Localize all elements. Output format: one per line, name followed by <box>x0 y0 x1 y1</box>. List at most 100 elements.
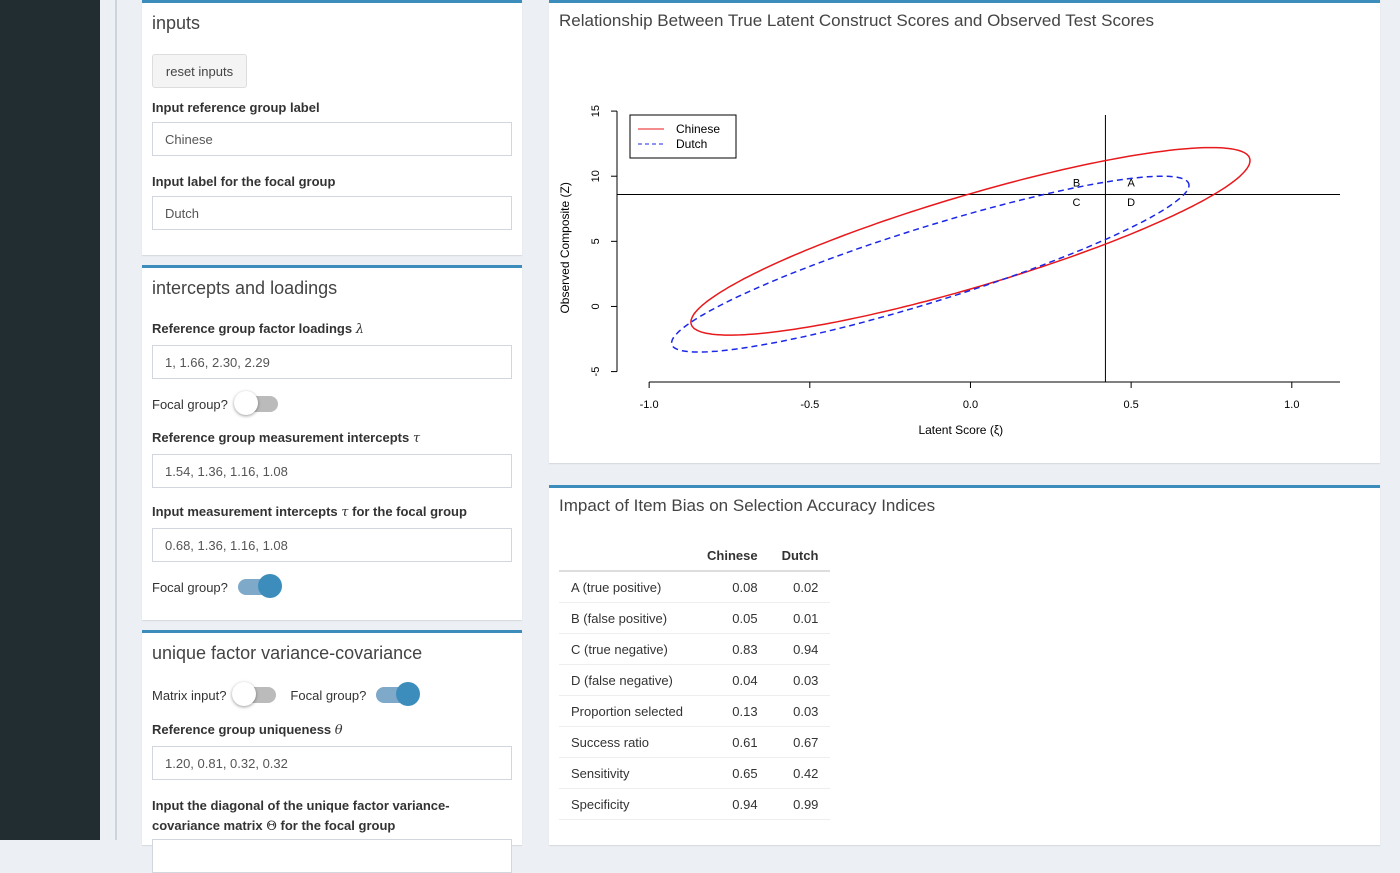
sidebar <box>0 0 100 840</box>
cell-value: 0.02 <box>769 571 831 603</box>
focal-label-title: Input label for the focal group <box>152 174 336 189</box>
matrix-toggle-label: Matrix input? <box>152 687 227 703</box>
x-tick-label: -1.0 <box>640 399 659 411</box>
row-label: A (true positive) <box>559 571 695 603</box>
table-row: Specificity 0.94 0.99 <box>559 788 831 820</box>
x-tick-label: 0.0 <box>963 399 978 411</box>
x-tick-label: -0.5 <box>800 399 819 411</box>
ref-loadings-input[interactable]: 1, 1.66, 2.30, 2.29 <box>152 345 512 379</box>
focal-intercepts-text-post: for the focal group <box>352 504 467 519</box>
quadrant-label: D <box>1127 197 1135 209</box>
x-tick-label: 0.5 <box>1123 399 1138 411</box>
cell-value: 0.42 <box>769 757 831 789</box>
cell-value: 0.94 <box>769 633 831 665</box>
focal-toggle-1-switch[interactable] <box>233 391 278 415</box>
focal-toggle-2-switch[interactable] <box>237 574 282 598</box>
y-axis-label: Observed Composite (Z) <box>558 182 572 313</box>
table-header-row: Chinese Dutch <box>559 540 831 572</box>
ref-intercepts-title: Reference group measurement intercepts τ <box>152 430 420 446</box>
focal-diag-line2-pre: covariance matrix <box>152 818 263 833</box>
quadrant-label: A <box>1127 178 1135 190</box>
y-tick-label: 15 <box>590 105 602 117</box>
table-row: Sensitivity 0.65 0.42 <box>559 757 831 789</box>
cell-value: 0.94 <box>695 788 770 820</box>
big-theta-symbol: Θ <box>266 819 277 834</box>
ref-uniqueness-input[interactable]: 1.20, 0.81, 0.32, 0.32 <box>152 746 512 780</box>
legend-label: Chinese <box>676 122 720 136</box>
focal-diag-line2-post: for the focal group <box>280 818 396 833</box>
accuracy-table: Chinese Dutch A (true positive) 0.08 0.02 B… <box>559 540 831 820</box>
loadings-box: intercepts and loadings Reference group … <box>142 265 522 620</box>
accuracy-box: Impact of Item Bias on Selection Accurac… <box>549 485 1380 845</box>
table-row: C (true negative) 0.83 0.94 <box>559 633 831 665</box>
cell-value: 0.67 <box>769 726 831 758</box>
focal-toggle-2-label: Focal group? <box>152 579 228 595</box>
ref-intercepts-input[interactable]: 1.54, 1.36, 1.16, 1.08 <box>152 454 512 488</box>
legend-label: Dutch <box>676 137 707 151</box>
focal-diag-input[interactable] <box>152 839 512 873</box>
table-row: A (true positive) 0.08 0.02 <box>559 571 831 603</box>
column-header: Chinese <box>695 540 770 572</box>
lambda-symbol: λ <box>355 322 364 337</box>
cell-value: 0.99 <box>769 788 831 820</box>
column-header: Dutch <box>769 540 831 572</box>
row-label: Proportion selected <box>559 695 695 727</box>
unique-factor-box: unique factor variance-covariance Matrix… <box>142 630 522 873</box>
ellipse-plot: -1.0 -0.5 0.0 0.5 1.0 -5 0 5 10 15 Latent Score (ξ… <box>558 105 1340 437</box>
ref-loadings-text: Reference group factor loadings <box>152 321 353 336</box>
cell-value: 0.13 <box>695 695 770 727</box>
cell-value: 0.83 <box>695 633 770 665</box>
focal-toggle-row-1: Focal group? <box>152 391 278 415</box>
cell-value: 0.01 <box>769 602 831 634</box>
cell-value: 0.61 <box>695 726 770 758</box>
cell-value: 0.04 <box>695 664 770 696</box>
inputs-box: inputs reset inputs Input reference grou… <box>142 0 522 255</box>
focal-intercepts-text-pre: Input measurement intercepts <box>152 504 338 519</box>
series-ellipse-chinese <box>690 146 1251 336</box>
table-row: Success ratio 0.61 0.67 <box>559 726 831 758</box>
theta-symbol: θ <box>334 723 343 738</box>
ref-uniqueness-title: Reference group uniqueness θ <box>152 722 343 738</box>
cell-value: 0.05 <box>695 602 770 634</box>
focal-diag-line2: covariance matrix Θ for the focal group <box>152 816 450 837</box>
reset-inputs-button[interactable]: reset inputs <box>152 54 247 88</box>
ref-loadings-title: Reference group factor loadings λ <box>152 321 364 337</box>
ref-label-input[interactable]: Chinese <box>152 122 512 156</box>
row-label: Success ratio <box>559 726 695 758</box>
series-ellipse-dutch <box>670 175 1190 353</box>
unique-box-title: unique factor variance-covariance <box>152 643 423 663</box>
ref-label-title: Input reference group label <box>152 100 320 115</box>
ref-intercepts-text: Reference group measurement intercepts <box>152 430 410 445</box>
focal-label-input[interactable]: Dutch <box>152 196 512 230</box>
switch-knob <box>396 682 421 706</box>
focal-intercepts-input[interactable]: 0.68, 1.36, 1.16, 1.08 <box>152 528 512 562</box>
focal-diag-line1: Input the diagonal of the unique factor … <box>152 798 450 813</box>
accuracy-title: Impact of Item Bias on Selection Accurac… <box>559 496 936 515</box>
cell-value: 0.03 <box>769 695 831 727</box>
row-label: C (true negative) <box>559 633 695 665</box>
focal-intercepts-title: Input measurement intercepts τ for the f… <box>152 504 467 520</box>
y-tick-label: -5 <box>590 367 602 377</box>
focal-toggle-row-2: Focal group? <box>152 574 282 598</box>
row-label-header <box>559 540 695 572</box>
row-label: B (false positive) <box>559 602 695 634</box>
loadings-box-title: intercepts and loadings <box>152 278 338 298</box>
unique-focal-toggle-switch[interactable] <box>376 682 421 706</box>
focal-diag-title: Input the diagonal of the unique factor … <box>152 796 450 837</box>
matrix-toggle-switch[interactable] <box>232 682 277 706</box>
x-axis-label: Latent Score (ξ) <box>918 423 1003 437</box>
switch-knob <box>257 574 282 598</box>
table-row: D (false negative) 0.04 0.03 <box>559 664 831 696</box>
tau-symbol: τ <box>412 431 421 446</box>
switch-knob <box>233 391 258 415</box>
plot-title: Relationship Between True Latent Constru… <box>559 11 1155 30</box>
y-tick-label: 0 <box>590 303 602 309</box>
quadrant-label: B <box>1073 178 1080 190</box>
matrix-toggle-row: Matrix input? Focal group? <box>152 682 421 706</box>
row-label: D (false negative) <box>559 664 695 696</box>
y-tick-label: 10 <box>590 170 602 182</box>
focal-toggle-1-label: Focal group? <box>152 396 228 412</box>
table-row: B (false positive) 0.05 0.01 <box>559 602 831 634</box>
table-row: Proportion selected 0.13 0.03 <box>559 695 831 727</box>
inputs-box-title: inputs <box>152 13 201 33</box>
